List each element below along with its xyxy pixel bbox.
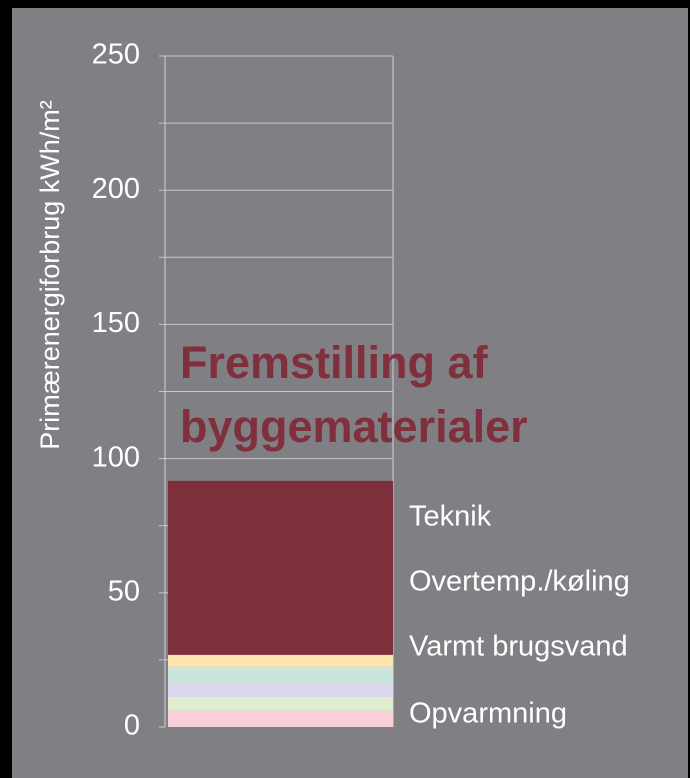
bar-segment <box>168 480 393 655</box>
bar-segment <box>168 654 393 667</box>
bar-segment <box>168 710 393 727</box>
y-axis-label: Primærenergiforbrug kWh/m² <box>35 100 65 450</box>
annotation: Varmt brugsvand <box>409 631 628 663</box>
y-tick-label: 100 <box>92 441 140 473</box>
y-tick-label: 250 <box>92 39 140 71</box>
y-tick-label: 0 <box>124 710 140 742</box>
annotation: Opvarmning <box>409 698 567 730</box>
y-tick-label: 150 <box>92 307 140 339</box>
annotation: Teknik <box>409 501 492 533</box>
annotation: Overtemp./køling <box>409 566 630 598</box>
bar-segment <box>168 682 393 697</box>
y-tick-label: 200 <box>92 173 140 205</box>
bar-segment <box>168 666 393 683</box>
annotation-title: byggematerialer <box>180 401 528 452</box>
bar-segment <box>168 696 393 711</box>
annotation-title: Fremstilling af <box>180 337 489 388</box>
y-tick-label: 50 <box>108 575 140 607</box>
